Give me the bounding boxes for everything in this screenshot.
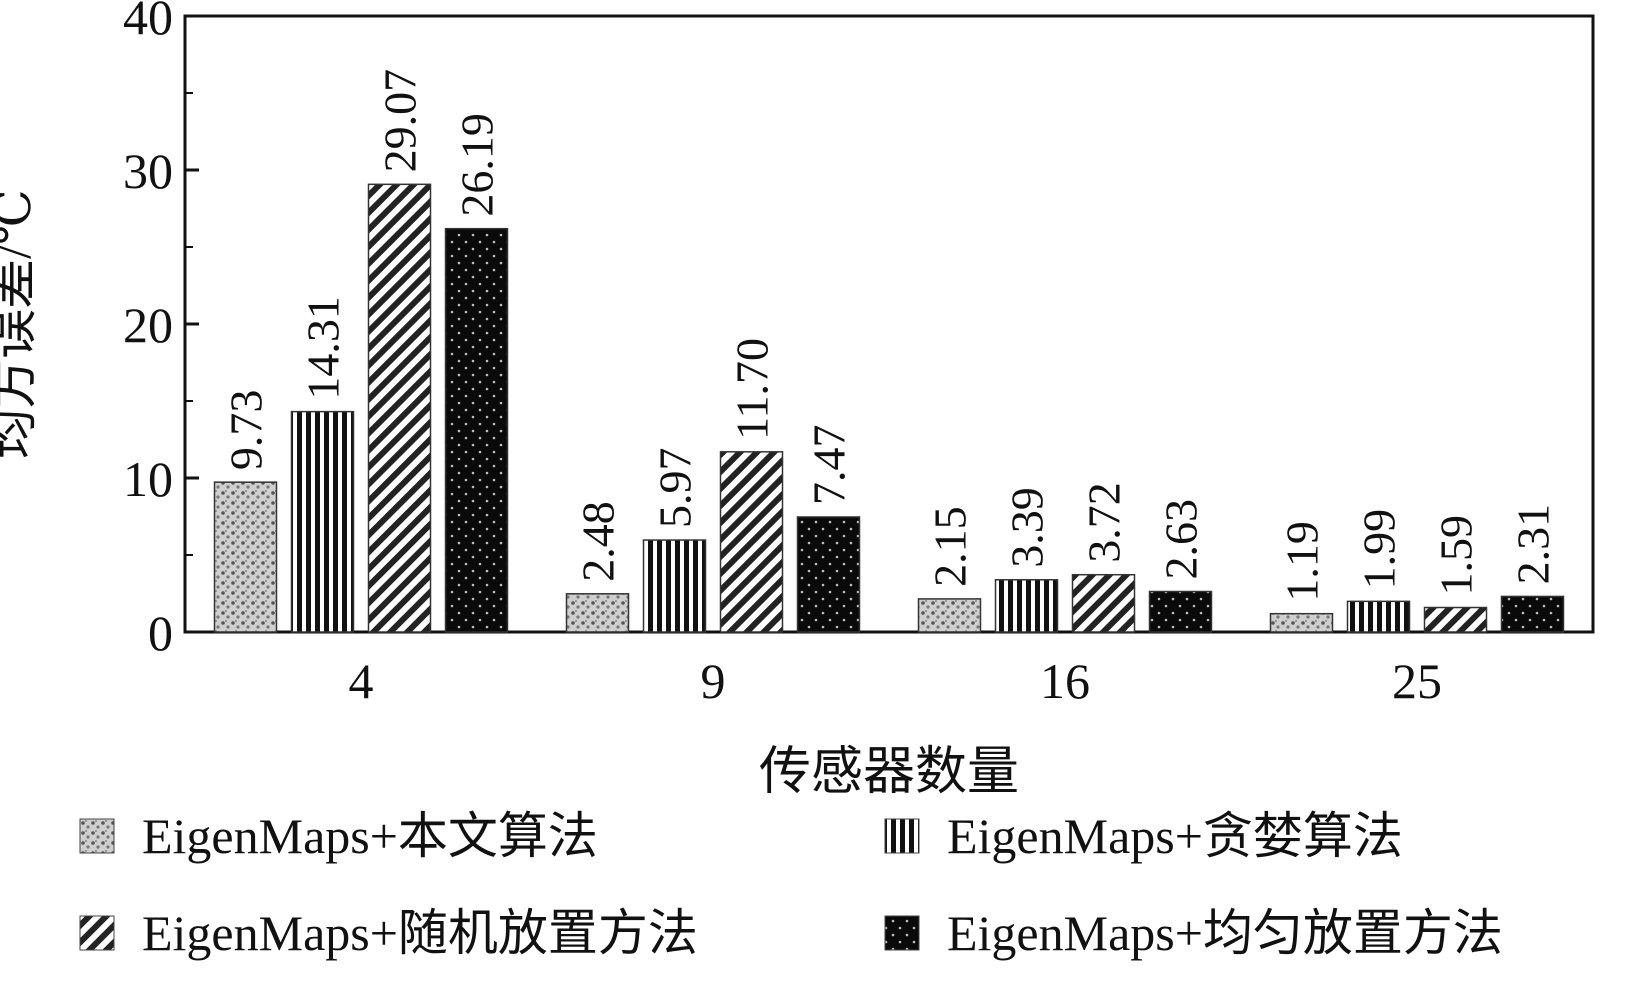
- bar-series-2-cat-9: [642, 539, 707, 633]
- bar-series-1-cat-9: [565, 593, 630, 633]
- legend-swatch-3: [79, 915, 115, 951]
- data-label: 5.97: [650, 448, 701, 529]
- legend-swatch-2: [884, 818, 920, 854]
- data-label: 26.19: [452, 113, 503, 217]
- bars-group: [213, 183, 1565, 633]
- x-tick-label: 25: [1392, 653, 1442, 709]
- bar-series-1-cat-25: [1269, 612, 1334, 633]
- legend-label: EigenMaps+贪婪算法: [947, 808, 1403, 864]
- y-tick-label: 40: [123, 0, 173, 45]
- y-tick-label: 20: [123, 297, 173, 353]
- bar-series-1-cat-16: [917, 598, 982, 633]
- data-label: 7.47: [804, 424, 855, 505]
- bar-series-4-cat-4: [444, 227, 509, 633]
- data-label: 2.15: [925, 506, 976, 587]
- legend-swatch-4: [884, 915, 920, 951]
- y-axis: 0 10 20 30 40: [123, 0, 199, 661]
- data-label: 2.31: [1508, 504, 1559, 585]
- data-label: 3.39: [1002, 487, 1053, 568]
- y-tick-label: 30: [123, 143, 173, 199]
- bar-series-4-cat-25: [1500, 595, 1565, 633]
- bar-series-3-cat-25: [1423, 606, 1488, 633]
- data-labels-group: 9.73 14.31 29.07 26.19 2.48 5.97 11.70 7.47 2.15…: [221, 69, 1559, 602]
- y-axis-label: 均方误差/℃: [0, 189, 41, 459]
- data-label: 2.48: [573, 501, 624, 582]
- bar-series-2-cat-16: [994, 579, 1059, 633]
- legend-swatch-1: [79, 818, 115, 854]
- legend-label: EigenMaps+随机放置方法: [142, 905, 698, 961]
- data-label: 1.59: [1431, 515, 1482, 596]
- legend-label: EigenMaps+本文算法: [142, 808, 598, 864]
- bar-series-3-cat-9: [719, 451, 784, 633]
- data-label: 1.19: [1277, 521, 1328, 602]
- y-tick-label: 0: [148, 605, 173, 661]
- legend-label: EigenMaps+均匀放置方法: [947, 905, 1503, 961]
- data-label: 9.73: [221, 390, 272, 471]
- data-label: 29.07: [375, 69, 426, 173]
- bar-series-2-cat-4: [290, 410, 355, 633]
- x-tick-label: 9: [701, 653, 726, 709]
- data-label: 2.63: [1156, 499, 1207, 580]
- bar-series-2-cat-25: [1346, 600, 1411, 633]
- bar-series-1-cat-4: [213, 481, 278, 633]
- data-label: 11.70: [727, 338, 778, 440]
- data-label: 1.99: [1354, 509, 1405, 590]
- x-axis: 4 9 16 25: [349, 653, 1443, 709]
- bar-series-4-cat-16: [1148, 590, 1213, 633]
- x-tick-label: 16: [1040, 653, 1090, 709]
- x-axis-label: 传感器数量: [759, 744, 1019, 801]
- data-label: 14.31: [298, 296, 349, 400]
- bar-series-3-cat-16: [1071, 573, 1136, 633]
- x-tick-label: 4: [349, 653, 374, 709]
- bar-series-4-cat-9: [796, 516, 861, 633]
- bar-series-3-cat-4: [367, 183, 432, 633]
- data-label: 3.72: [1079, 482, 1130, 563]
- legend: EigenMaps+本文算法 EigenMaps+贪婪算法 EigenMaps+随机…: [79, 808, 1503, 961]
- y-tick-label: 10: [123, 451, 173, 507]
